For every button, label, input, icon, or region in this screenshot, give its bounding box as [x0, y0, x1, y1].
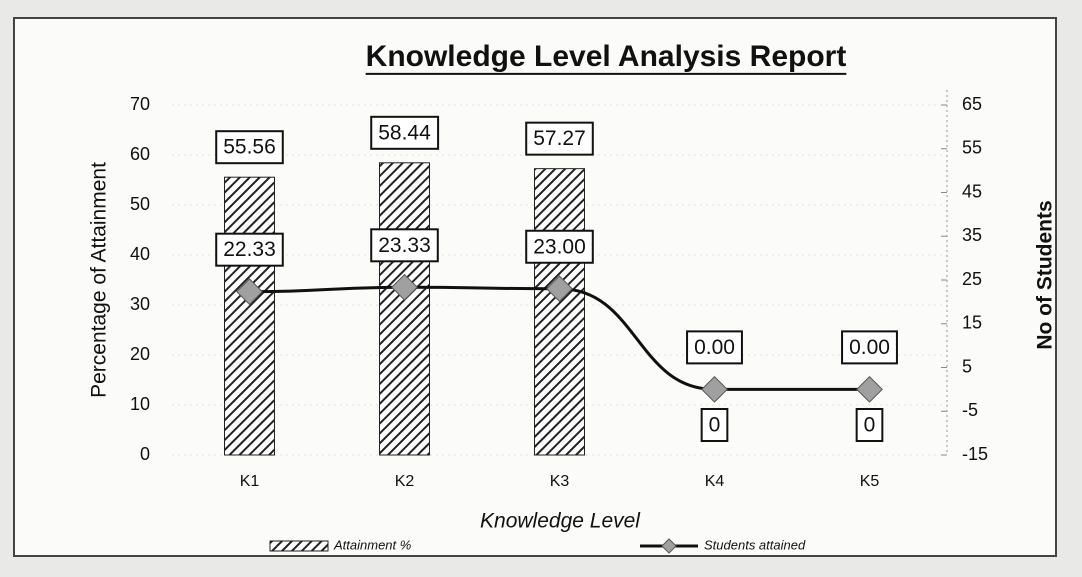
bar	[534, 168, 585, 456]
y-axis-title: Percentage of Attainment	[88, 162, 111, 398]
data-label-group: 0.00	[841, 330, 898, 365]
legend-label: Attainment %	[333, 537, 411, 552]
y2-tick-label: 35	[962, 225, 982, 245]
data-label: 57.27	[533, 127, 586, 150]
data-label-box	[215, 232, 284, 267]
y-tick-label: 30	[130, 294, 150, 314]
chart-title: Knowledge Level Analysis Report	[366, 40, 847, 73]
data-label-box	[855, 408, 884, 442]
data-label: 22.33	[223, 238, 276, 261]
legend-label: Students attained	[704, 537, 806, 552]
y-tick-label: 60	[130, 144, 150, 164]
data-label-group: 0	[700, 408, 729, 442]
data-label: 55.56	[223, 136, 276, 159]
y-tick-label: 70	[130, 94, 150, 114]
data-label-box	[525, 121, 594, 156]
legend-swatch	[269, 540, 329, 552]
x-tick-label: K1	[240, 473, 260, 490]
data-label-group: 23.33	[370, 228, 439, 263]
y-tick-label: 50	[130, 194, 150, 214]
x-tick-label: K4	[705, 473, 725, 490]
data-label-group: 22.33	[215, 232, 284, 267]
line-marker	[701, 375, 728, 403]
data-label: 0.00	[694, 336, 735, 359]
y2-tick-label: 65	[962, 94, 982, 114]
data-label: 0.00	[849, 336, 890, 359]
data-label: 23.00	[533, 235, 586, 258]
y2-tick-label: 15	[962, 313, 982, 333]
x-axis-title: Knowledge Level	[480, 510, 641, 533]
y2-tick-label: 5	[962, 356, 972, 376]
data-label: 23.33	[378, 234, 431, 257]
bar	[224, 176, 275, 456]
y-tick-label: 20	[130, 344, 150, 364]
y2-tick-label: 25	[962, 269, 982, 289]
bar	[379, 162, 430, 456]
data-label-group: 57.27	[525, 121, 594, 156]
y-tick-label: 40	[130, 244, 150, 264]
y-tick-label: 10	[130, 394, 150, 414]
x-tick-label: K2	[395, 473, 415, 490]
data-label-group: 0.00	[686, 330, 743, 365]
data-label: 0	[864, 414, 876, 437]
data-label-group: 23.00	[525, 229, 594, 264]
data-label: 58.44	[378, 121, 431, 144]
x-tick-label: K5	[860, 473, 880, 490]
legend-marker	[661, 538, 677, 554]
data-label-group: 0	[855, 408, 884, 442]
data-label-box	[700, 408, 729, 442]
x-tick-label: K3	[550, 473, 570, 490]
data-label-box	[370, 228, 439, 263]
data-label-box	[370, 115, 440, 150]
data-label: 0	[709, 414, 721, 437]
y2-tick-label: 55	[962, 138, 982, 158]
data-label-group: 55.56	[215, 130, 284, 165]
data-label-box	[215, 130, 284, 165]
y2-tick-label: -15	[962, 444, 988, 464]
data-label-box	[686, 330, 743, 365]
y2-tick-label: 45	[962, 181, 982, 201]
y2-axis-title: No of Students	[1034, 200, 1057, 349]
y2-tick-label: -5	[962, 400, 978, 420]
line-marker	[856, 375, 883, 403]
line-marker	[546, 275, 573, 303]
data-label-box	[841, 330, 898, 365]
y-tick-label: 0	[140, 444, 150, 464]
data-label-box	[525, 229, 594, 264]
line-marker	[391, 273, 418, 301]
data-label-group: 58.44	[370, 115, 440, 150]
line-marker	[236, 278, 263, 306]
